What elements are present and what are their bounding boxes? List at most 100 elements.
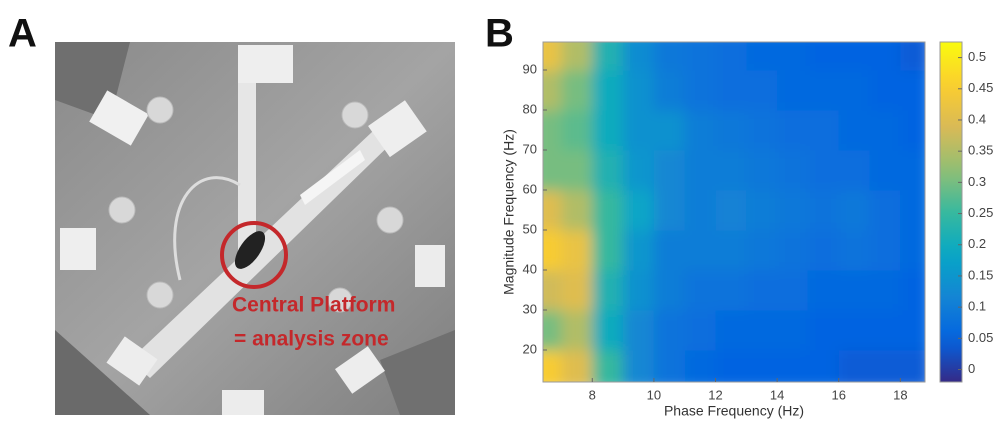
heatmap-cell (623, 310, 655, 351)
photo (55, 42, 455, 415)
heatmap-cell (684, 150, 717, 191)
heatmap-cell (746, 150, 778, 191)
heatmap-cell (869, 350, 901, 382)
colorbar-tick-label: 0.45 (968, 80, 993, 95)
y-tick-label: 60 (523, 181, 537, 196)
colorbar-tick-label: 0 (968, 361, 975, 376)
y-tick-label: 40 (523, 261, 537, 276)
heatmap-cell (900, 70, 925, 111)
heatmap-cell (684, 310, 717, 351)
colorbar-tick-label: 0.05 (968, 330, 993, 345)
colorbar-tick-label: 0.25 (968, 205, 993, 220)
heatmap-cell (592, 270, 624, 311)
heatmap-cell (777, 350, 809, 382)
heatmap-cell (561, 42, 593, 71)
x-axis-label: Phase Frequency (Hz) (664, 403, 804, 419)
heatmap-cell (715, 70, 747, 111)
heatmap-cell (653, 270, 686, 311)
heatmap-cell (838, 350, 871, 382)
heatmap-cell (623, 110, 655, 151)
x-tick-label: 16 (832, 387, 846, 402)
heatmap-cell (653, 42, 686, 71)
heatmap-cell (715, 150, 747, 191)
heatmap-cell (777, 230, 809, 271)
heatmap-cell (900, 42, 925, 71)
heatmap-cell (592, 150, 624, 191)
heatmap-cell (777, 70, 809, 111)
heatmap-cell (838, 42, 871, 71)
heatmap-cell (900, 110, 925, 151)
heatmap-cell (543, 310, 562, 351)
heatmap-cell (592, 350, 624, 382)
heatmap-cell (777, 190, 809, 231)
heatmap-cell (838, 150, 871, 191)
heatmap-cell (715, 270, 747, 311)
heatmap-cell (684, 350, 717, 382)
heatmap-cell (543, 110, 562, 151)
heatmap-cell (869, 310, 901, 351)
heatmap-cell (838, 310, 871, 351)
heatmap-cell (900, 230, 925, 271)
heatmap-cell (869, 70, 901, 111)
y-tick-label: 50 (523, 221, 537, 236)
heatmap-cell (543, 230, 562, 271)
heatmap-cell (561, 230, 593, 271)
heatmap-cell (746, 230, 778, 271)
heatmap-cell (715, 190, 747, 231)
heatmap-cell (746, 42, 778, 71)
heatmap-cell (746, 70, 778, 111)
colorbar-tick-label: 0.15 (968, 267, 993, 282)
heatmap-cell (746, 270, 778, 311)
colorbar (939, 41, 963, 383)
heatmap-cell (623, 42, 655, 71)
heatmap-cell (900, 310, 925, 351)
heatmap-cell (543, 190, 562, 231)
heatmap-cell (777, 42, 809, 71)
panel-label: A (8, 12, 37, 56)
heatmap-cell (807, 270, 840, 311)
heatmap-cell (543, 70, 562, 111)
heatmap-cell (623, 270, 655, 311)
heatmap-cell (592, 310, 624, 351)
heatmap-cell (869, 110, 901, 151)
heatmap-cell (561, 350, 593, 382)
heatmap-cell (807, 190, 840, 231)
heatmap-cell (869, 270, 901, 311)
heatmap-cell (623, 150, 655, 191)
heatmap-cell (684, 110, 717, 151)
heatmap (543, 42, 925, 382)
heatmap-cell (807, 310, 840, 351)
heatmap-cell (807, 42, 840, 71)
heatmap-cell (543, 42, 562, 71)
heatmap-cell (838, 190, 871, 231)
heatmap-cell (715, 110, 747, 151)
heatmap-cell (653, 350, 686, 382)
heatmap-cell (777, 270, 809, 311)
x-tick-label: 14 (770, 387, 784, 402)
heatmap-cell (715, 310, 747, 351)
heatmap-cell (592, 42, 624, 71)
x-tick-label: 8 (589, 387, 596, 402)
x-tick-label: 10 (647, 387, 661, 402)
heatmap-cell (807, 230, 840, 271)
heatmap-cell (746, 310, 778, 351)
heatmap-cell (838, 70, 871, 111)
heatmap-cell (653, 110, 686, 151)
heatmap-cell (592, 70, 624, 111)
colorbar-tick-label: 0.35 (968, 143, 993, 158)
y-tick-label: 30 (523, 301, 537, 316)
heatmap-cell (684, 230, 717, 271)
heatmap-cell (684, 70, 717, 111)
heatmap-cell (543, 270, 562, 311)
heatmap-cell (623, 230, 655, 271)
heatmap-cell (561, 310, 593, 351)
heatmap-cell (561, 270, 593, 311)
heatmap-cell (715, 42, 747, 71)
heatmap-cell (807, 110, 840, 151)
colorbar-tick-label: 0.2 (968, 236, 986, 251)
heatmap-cell (592, 230, 624, 271)
heatmap-cell (653, 310, 686, 351)
y-tick-label: 20 (523, 341, 537, 356)
heatmap-cell (561, 110, 593, 151)
